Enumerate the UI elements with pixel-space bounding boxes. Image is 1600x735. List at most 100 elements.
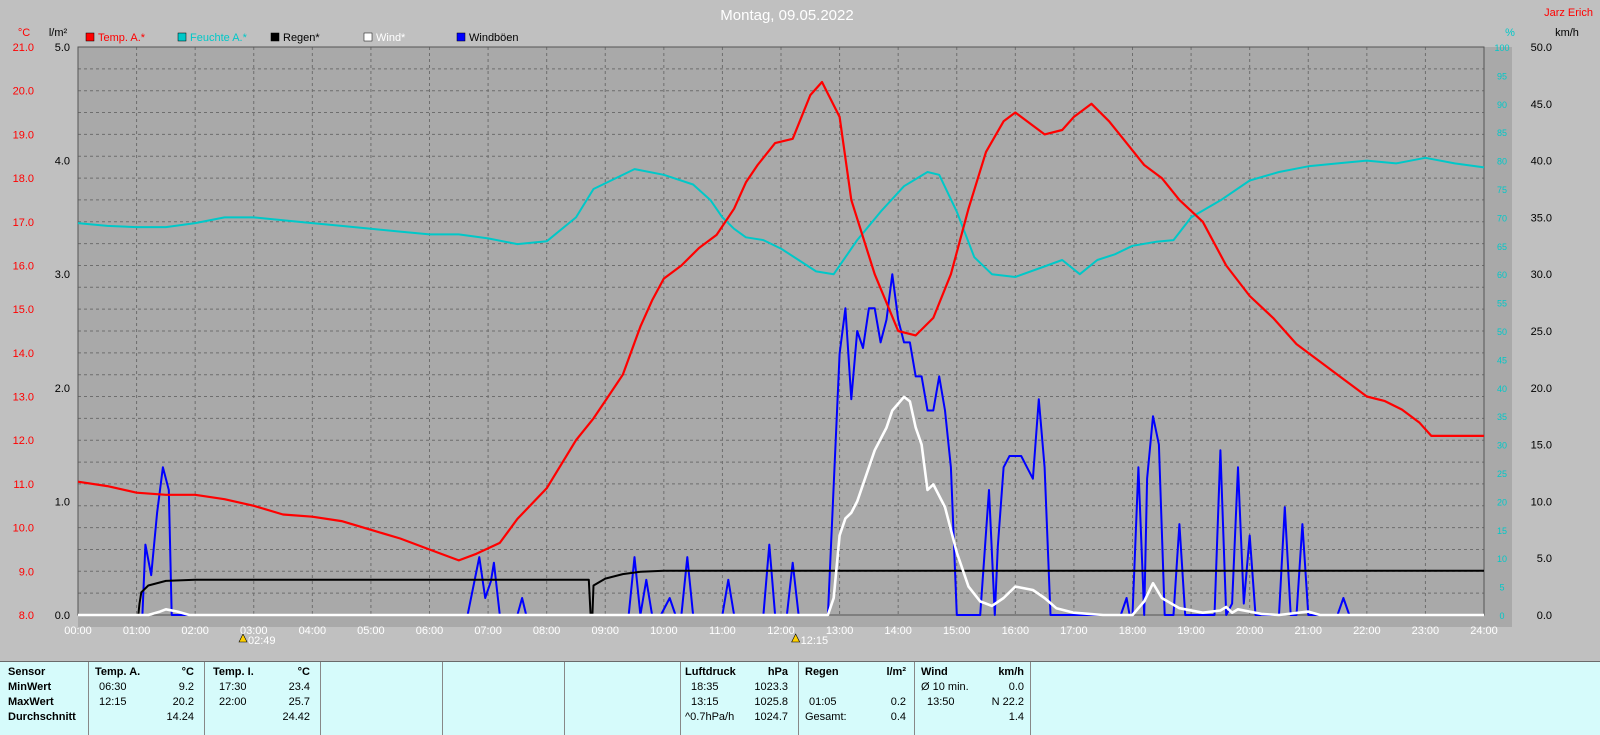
wind-header: Wind	[921, 666, 948, 678]
wind-tick: 15.0	[1531, 440, 1552, 452]
stats-regen-col: Regen l/m² 01:05 0.2 Gesamt: 0.4	[798, 662, 914, 735]
temp-tick: 20.0	[13, 86, 34, 98]
time-tick: 18:00	[1119, 625, 1147, 637]
tempI-min-time: 17:30	[219, 681, 247, 693]
luft-max-value: 1025.8	[754, 696, 788, 708]
time-tick: 03:00	[240, 625, 268, 637]
chart-title: Montag, 09.05.2022	[720, 7, 853, 24]
wind-unit: km/h	[998, 666, 1024, 678]
wind-avg-value: 1.4	[1008, 711, 1024, 723]
time-tick: 15:00	[943, 625, 971, 637]
tempA-avg-value: 14.24	[166, 711, 194, 723]
wind-tick: 0.0	[1537, 610, 1552, 622]
legend: Temp. A.* Feuchte A.* Regen* Wind* Windböen	[85, 32, 519, 44]
time-tick: 24:00	[1470, 625, 1498, 637]
gridlines	[77, 46, 1485, 616]
time-tick: 04:00	[299, 625, 327, 637]
hum-tick: 35	[1497, 412, 1507, 422]
luft-header: Luftdruck	[685, 666, 736, 678]
time-tick: 00:00	[64, 625, 92, 637]
warning-icon	[791, 633, 801, 643]
temp-tick: 11.0	[13, 479, 34, 491]
hum-tick: 25	[1497, 469, 1507, 479]
legend-label-2: Regen*	[283, 32, 320, 44]
wind-max-time: 13:50	[927, 696, 955, 708]
hum-tick: 60	[1497, 270, 1507, 280]
rain-tick: 5.0	[55, 42, 70, 54]
legend-label-3: Wind*	[376, 32, 406, 44]
wind-tick: 35.0	[1531, 212, 1552, 224]
hum-tick: 45	[1497, 355, 1507, 365]
hum-tick: 70	[1497, 213, 1507, 223]
time-tick: 08:00	[533, 625, 561, 637]
time-tick: 19:00	[1177, 625, 1205, 637]
luft-max-time: 13:15	[691, 696, 719, 708]
tempA-header: Temp. A.	[95, 666, 141, 678]
hum-tick: 15	[1497, 526, 1507, 536]
time-tick: 20:00	[1236, 625, 1264, 637]
regen-max-value: 0.2	[890, 696, 906, 708]
plot-background	[78, 47, 1512, 627]
stats-tempI-col: Temp. I. °C 17:30 23.4 22:00 25.7 24.42	[204, 662, 320, 735]
tempA-min-value: 9.2	[178, 681, 194, 693]
legend-label-1: Feuchte A.*	[190, 32, 248, 44]
tempI-min-value: 23.4	[288, 681, 310, 693]
time-tick: 07:00	[474, 625, 502, 637]
marker-time-label: 02:49	[248, 635, 276, 647]
time-tick: 01:00	[123, 625, 151, 637]
wind-tick: 30.0	[1531, 269, 1552, 281]
time-tick: 05:00	[357, 625, 385, 637]
wind-tick: 40.0	[1531, 156, 1552, 168]
stats-empty-col-3	[564, 662, 680, 735]
axes: 8.0 9.0 10.0 11.0 12.0 13.0 14.0 15.0 16.0 17.0 18…	[13, 42, 1552, 637]
temp-tick: 19.0	[13, 129, 34, 141]
author-label: Jarz Erich	[1544, 7, 1593, 19]
temp-tick: 14.0	[13, 348, 34, 360]
hum-tick: 20	[1497, 497, 1507, 507]
wind-max-value: N 22.2	[991, 696, 1024, 708]
series-line-3	[78, 395, 1484, 617]
unit-temp: °C	[18, 27, 30, 39]
time-tick: 09:00	[591, 625, 619, 637]
temp-tick: 10.0	[13, 523, 34, 535]
stats-avg-label: Durchschnitt	[8, 711, 76, 723]
rain-tick: 4.0	[55, 156, 70, 168]
temp-tick: 8.0	[19, 610, 34, 622]
event-markers: 02:49 12:15	[238, 633, 828, 647]
luft-min-value: 1023.3	[754, 681, 788, 693]
legend-swatch-3	[363, 32, 373, 42]
wind-tick: 20.0	[1531, 383, 1552, 395]
time-tick: 22:00	[1353, 625, 1381, 637]
hum-tick: 75	[1497, 185, 1507, 195]
legend-swatch-2	[270, 32, 280, 42]
temp-tick: 18.0	[13, 173, 34, 185]
hum-tick: 85	[1497, 128, 1507, 138]
legend-swatch-0	[85, 32, 95, 42]
tempA-min-time: 06:30	[99, 681, 127, 693]
hum-tick: 40	[1497, 384, 1507, 394]
warning-icon	[238, 633, 248, 643]
hum-tick: 95	[1497, 71, 1507, 81]
rain-tick: 1.0	[55, 496, 70, 508]
wind-tick: 25.0	[1531, 326, 1552, 338]
hum-tick: 5	[1499, 583, 1504, 593]
time-tick: 23:00	[1412, 625, 1440, 637]
luft-avg-value: 1024.7	[754, 711, 788, 723]
legend-label-0: Temp. A.*	[98, 32, 146, 44]
time-tick: 16:00	[1002, 625, 1030, 637]
regen-total-value: 0.4	[890, 711, 906, 723]
stats-luft-col: Luftdruck hPa 18:35 1023.3 13:15 1025.8 …	[680, 662, 798, 735]
hum-tick: 30	[1497, 441, 1507, 451]
rain-tick: 0.0	[55, 610, 70, 622]
series-line-0	[77, 80, 1484, 562]
tempI-max-value: 25.7	[288, 696, 310, 708]
luft-min-time: 18:35	[691, 681, 719, 693]
unit-hum: %	[1505, 27, 1515, 39]
regen-unit: l/m²	[886, 666, 906, 678]
stats-sensor-header: Sensor	[8, 666, 46, 678]
unit-rain: l/m²	[49, 27, 68, 39]
tempA-max-value: 20.2	[172, 696, 194, 708]
stats-tempA-col: Temp. A. °C 06:30 9.2 12:15 20.2 14.24	[88, 662, 204, 735]
wind-tick: 5.0	[1537, 553, 1552, 565]
stats-empty-col-1	[320, 662, 442, 735]
